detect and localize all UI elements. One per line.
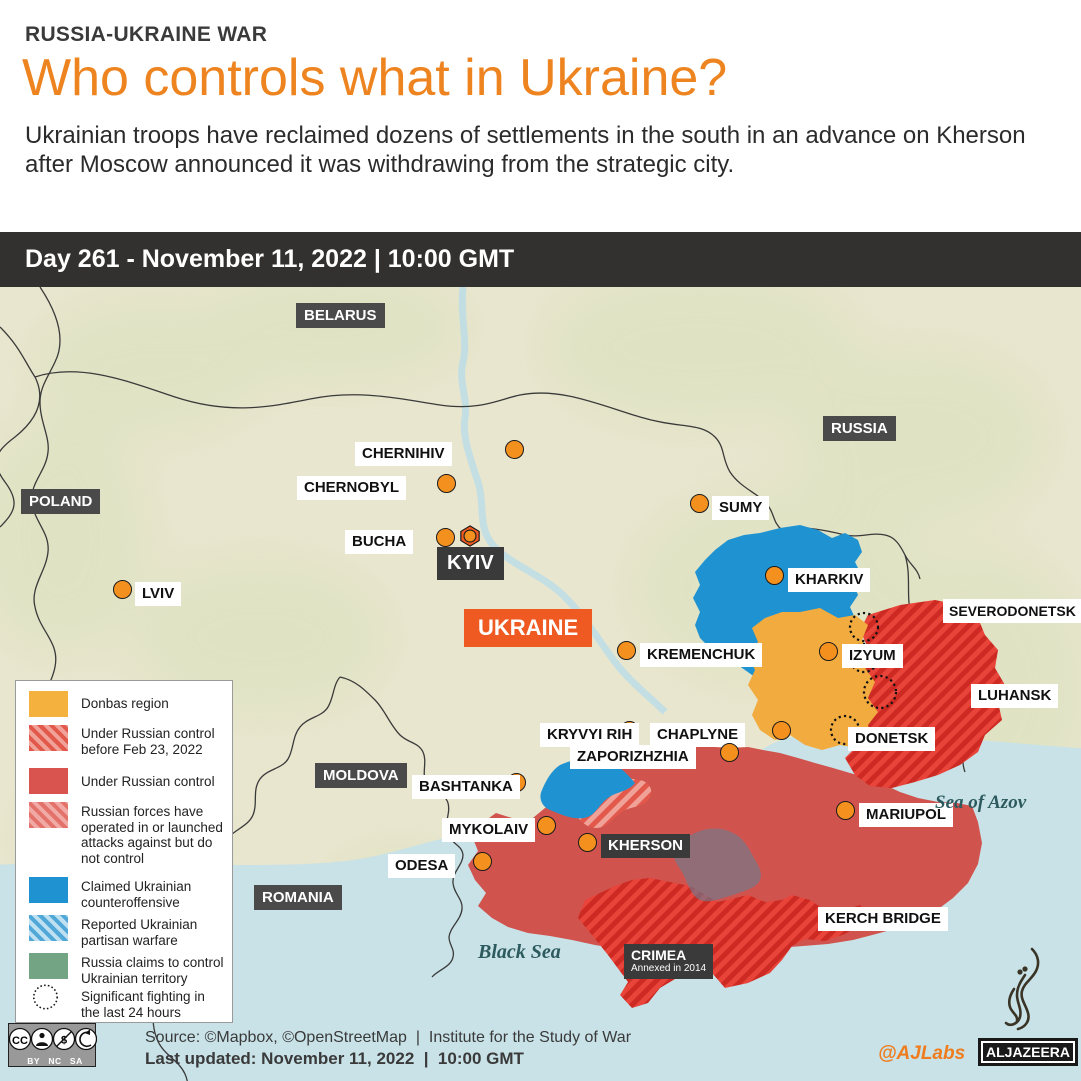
svg-text:CC: CC [12, 1035, 28, 1047]
